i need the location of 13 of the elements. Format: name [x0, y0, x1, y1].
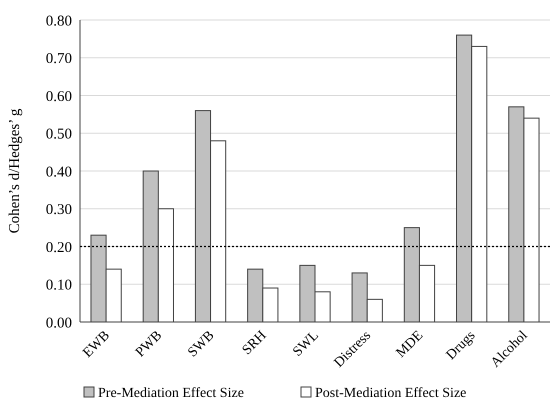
legend-label: Pre-Mediation Effect Size [98, 386, 244, 401]
y-tick-label: 0.00 [46, 315, 72, 332]
y-tick-label: 0.20 [46, 240, 72, 256]
y-tick-label: 0.70 [46, 51, 72, 67]
x-tick-label: SWL [290, 328, 322, 360]
y-tick-label: 0.40 [46, 164, 72, 180]
y-tick-label: 0.30 [46, 202, 72, 218]
y-tick-label: 0.60 [46, 88, 72, 105]
y-tick-label: 0.80 [46, 13, 72, 30]
y-tick-label: 0.50 [46, 126, 72, 142]
legend-label: Post-Mediation Effect Size [315, 386, 466, 401]
y-tick-label: 0.10 [46, 278, 72, 294]
y-axis-title: Cohen’s d/Hedges’ g [7, 108, 23, 234]
